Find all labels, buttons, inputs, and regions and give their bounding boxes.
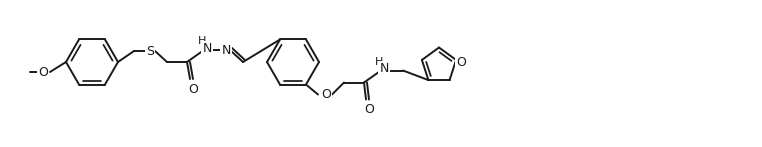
Text: O: O	[38, 66, 48, 78]
Text: O: O	[321, 88, 331, 101]
Text: H: H	[198, 36, 207, 46]
Text: O: O	[188, 82, 198, 96]
Text: S: S	[146, 45, 154, 57]
Text: N: N	[379, 62, 389, 75]
Text: O: O	[456, 56, 466, 69]
Text: H: H	[375, 56, 383, 66]
Text: N: N	[221, 44, 231, 56]
Text: N: N	[203, 41, 212, 55]
Text: O: O	[364, 103, 374, 116]
